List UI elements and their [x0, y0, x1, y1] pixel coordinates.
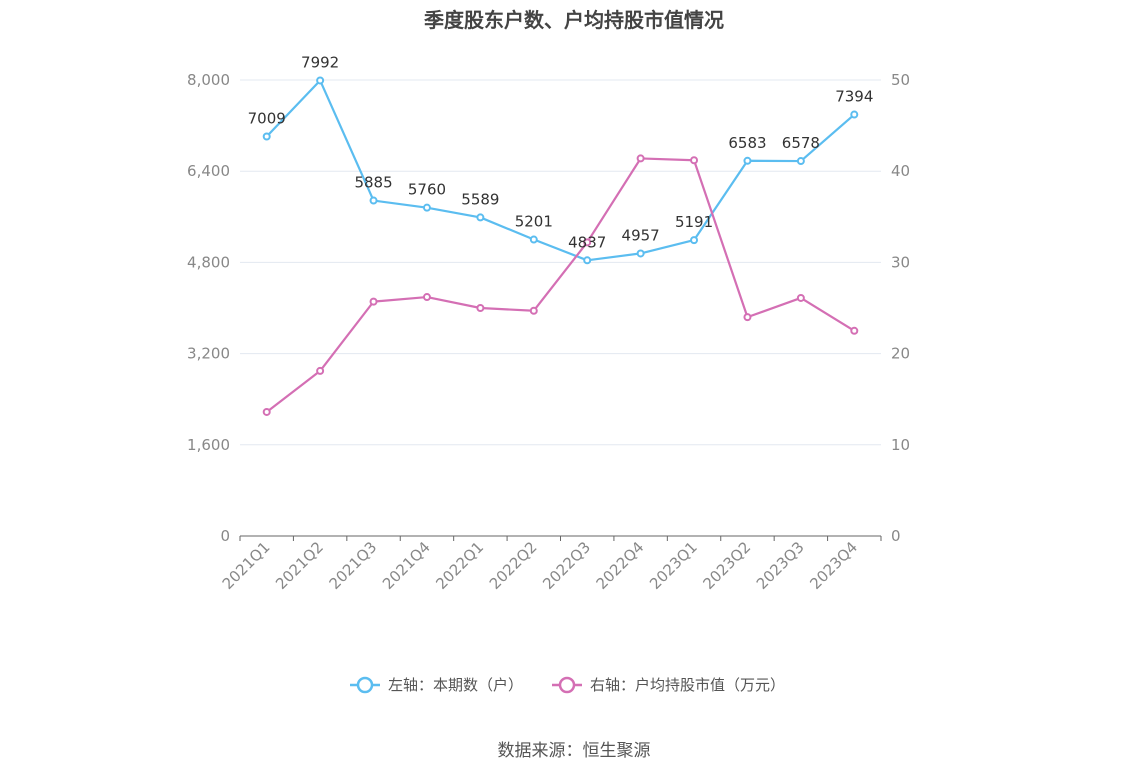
x-tick-label: 2022Q4: [593, 538, 648, 593]
data-label: 4837: [568, 233, 606, 251]
series-points: [262, 76, 859, 416]
data-point: [316, 366, 325, 375]
data-point: [690, 156, 699, 165]
x-tick-label: 2022Q1: [432, 538, 487, 593]
data-point: [796, 293, 805, 302]
data-point: [316, 76, 325, 85]
y-left-tick-label: 1,600: [187, 436, 230, 454]
x-tick-label: 2023Q4: [806, 538, 861, 593]
series-line: [265, 79, 856, 262]
data-label: 5760: [408, 181, 446, 199]
data-label: 7992: [301, 53, 339, 71]
data-point: [583, 238, 592, 247]
y-left-tick-label: 3,200: [187, 345, 230, 363]
data-point: [369, 196, 378, 205]
x-tick-label: 2021Q2: [272, 538, 327, 593]
data-point: [422, 203, 431, 212]
data-point: [690, 236, 699, 245]
data-point: [476, 304, 485, 312]
data-point: [262, 407, 271, 416]
data-label: 5589: [461, 190, 499, 208]
data-point: [636, 249, 645, 258]
data-label: 6578: [782, 134, 820, 152]
chart-title: 季度股东户数、户均持股市值情况: [424, 8, 724, 32]
legend-label: 右轴：户均持股市值（万元）: [590, 676, 785, 694]
data-point: [743, 313, 752, 322]
y-left-tick-label: 8,000: [187, 71, 230, 89]
data-point: [583, 256, 592, 265]
data-point: [529, 306, 538, 315]
legend-marker: [558, 676, 576, 694]
x-tick-label: 2021Q3: [326, 538, 381, 593]
data-label: 5191: [675, 213, 713, 231]
series-line: [266, 157, 855, 413]
data-label: 6583: [728, 134, 766, 152]
y-right-tick-label: 50: [891, 71, 910, 89]
y-left-tick-label: 6,400: [187, 162, 230, 180]
legend-item[interactable]: 左轴：本期数（户）: [350, 676, 523, 694]
y-right-tick-label: 0: [891, 527, 901, 545]
legend[interactable]: 左轴：本期数（户） 右轴：户均持股市值（万元）: [350, 676, 785, 694]
data-point: [636, 154, 645, 163]
data-label: 5885: [354, 174, 392, 192]
grid-lines: [240, 79, 881, 446]
data-point: [262, 132, 271, 141]
x-tick-label: 2022Q3: [539, 538, 594, 593]
data-point: [369, 297, 378, 306]
y-right-tick-label: 30: [891, 253, 910, 271]
x-tick-label: 2021Q4: [379, 538, 434, 593]
x-tick-label: 2023Q1: [646, 538, 701, 593]
data-point: [850, 326, 859, 335]
legend-label: 左轴：本期数（户）: [388, 676, 523, 694]
data-label: 7009: [248, 109, 286, 127]
data-source: 数据来源：恒生聚源: [497, 741, 651, 761]
data-label: 7394: [835, 88, 873, 106]
y-right-tick-label: 10: [891, 436, 910, 454]
data-label: 4957: [622, 226, 660, 244]
data-labels: 7009 7992 5885 5760 5589 5201 4837 4957 5191 6583…: [248, 53, 874, 251]
y-left-tick-label: 0: [220, 527, 230, 545]
series-lines: [265, 79, 856, 413]
data-point: [422, 293, 431, 302]
x-tick-label: 2023Q2: [699, 538, 754, 593]
y-left-tick-label: 4,800: [187, 253, 230, 271]
data-point: [850, 110, 859, 119]
legend-item[interactable]: 右轴：户均持股市值（万元）: [552, 676, 785, 694]
data-point: [529, 235, 538, 244]
x-tick-label: 2022Q2: [486, 538, 541, 593]
x-tick-label: 2023Q3: [753, 538, 808, 593]
data-point: [743, 156, 752, 165]
legend-marker: [356, 676, 374, 694]
x-tick-label: 2021Q1: [219, 538, 274, 593]
data-label: 5201: [515, 213, 553, 231]
y-right-tick-label: 40: [891, 162, 910, 180]
data-point: [476, 213, 485, 222]
y-right-tick-label: 20: [891, 345, 910, 363]
data-point: [796, 157, 805, 166]
